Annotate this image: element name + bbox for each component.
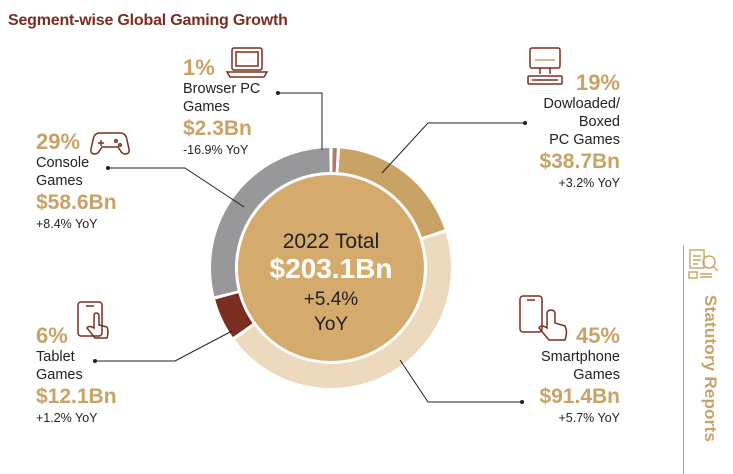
desktop-icon — [527, 47, 563, 85]
segment-pct: 6% — [36, 323, 68, 348]
report-icon — [688, 249, 719, 279]
segment-name: Games — [36, 367, 83, 383]
segment-name: Boxed — [578, 114, 620, 130]
segment-name: Games — [36, 173, 83, 189]
segment-yoy: +5.7% YoY — [558, 411, 620, 425]
segment-yoy: -16.9% YoY — [183, 143, 249, 157]
segment-name: Games — [183, 99, 230, 115]
segment-name: Tablet — [36, 349, 75, 365]
donut-slices — [211, 148, 452, 389]
leader-smartphone — [399, 359, 522, 403]
segment-amount: $12.1Bn — [36, 385, 117, 408]
leader-tablet — [95, 330, 233, 362]
segment-yoy: +8.4% YoY — [36, 217, 98, 231]
segment-smartphone: 45% Smartphone Games $91.4Bn +5.7% YoY — [500, 324, 620, 427]
segment-amount: $2.3Bn — [183, 117, 252, 140]
segment-name: PC Games — [549, 132, 620, 148]
segment-yoy: +3.2% YoY — [558, 176, 620, 190]
segment-amount: $58.6Bn — [36, 191, 117, 214]
segment-pct: 1% — [183, 55, 215, 80]
leader-dots — [93, 91, 527, 404]
segment-name: Games — [573, 367, 620, 383]
segment-pct: 45% — [575, 323, 620, 348]
center-disc — [238, 175, 424, 361]
slice-console-games — [211, 148, 330, 297]
slice-tablet-games — [215, 293, 253, 338]
chart-title: Segment-wise Global Gaming Growth — [8, 12, 288, 29]
gamepad-icon — [90, 132, 130, 155]
segment-browser-pc: 1% Browser PC Games $2.3Bn -16.9% YoY — [183, 56, 260, 159]
tablet-touch-icon — [77, 301, 109, 339]
laptop-icon — [225, 47, 269, 78]
sidebar-label[interactable]: Statutory Reports — [701, 295, 720, 442]
segment-name: Console — [36, 155, 90, 171]
leader-browser — [278, 92, 323, 150]
slice-smartphone-games — [234, 232, 452, 389]
center-yoy: YoY — [314, 314, 348, 335]
leader-downloaded — [381, 122, 525, 174]
segment-amount: $38.7Bn — [539, 150, 620, 173]
segment-name: Smartphone — [541, 349, 620, 365]
center-total: $203.1Bn — [270, 253, 393, 284]
center-growth: +5.4% — [304, 289, 359, 310]
segment-amount: $91.4Bn — [539, 385, 620, 408]
segment-console: 29% Console Games $58.6Bn +8.4% YoY — [36, 130, 117, 233]
segment-pct: 19% — [575, 70, 620, 95]
segment-name: Dowloaded/ — [543, 96, 620, 112]
segment-downloaded-pc: 19% Dowloaded/ Boxed PC Games $38.7Bn +3… — [500, 71, 620, 192]
segment-pct: 29% — [36, 129, 81, 154]
smartphone-touch-icon — [519, 295, 568, 341]
leader-console — [108, 167, 245, 208]
slice-dowloaded-boxed-pc-games — [338, 148, 445, 238]
segment-tablet: 6% Tablet Games $12.1Bn +1.2% YoY — [36, 324, 117, 427]
segment-name: Browser PC — [183, 81, 261, 97]
segment-yoy: +1.2% YoY — [36, 411, 98, 425]
sidebar-rule — [683, 245, 733, 474]
center-line1: 2022 Total — [283, 230, 380, 253]
slice-browser-pc-games — [332, 148, 337, 173]
leader-lines — [95, 92, 525, 403]
